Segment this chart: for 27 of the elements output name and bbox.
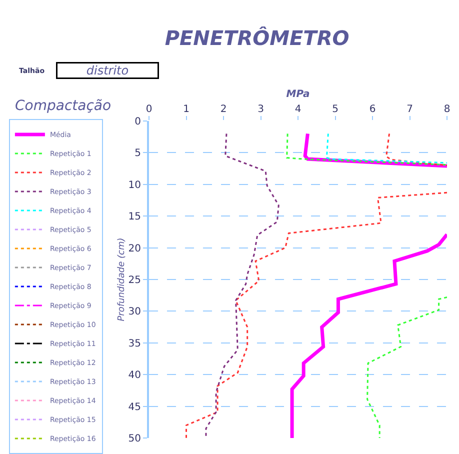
line-series	[326, 132, 447, 164]
y-tick-label: 5	[134, 148, 141, 160]
y-tick-label: 45	[128, 402, 141, 413]
y-tick-label: 50	[128, 434, 141, 444]
y-tick-label: 35	[128, 338, 141, 350]
x-tick-label: 8	[444, 104, 450, 115]
x-tick-label: 7	[406, 104, 413, 115]
line-series	[205, 132, 280, 438]
x-tick-label: 4	[294, 104, 302, 115]
x-tick-label: 1	[183, 104, 190, 115]
y-tick-label: 25	[128, 275, 141, 286]
y-tick-label: 40	[128, 370, 141, 382]
text: distrito	[86, 64, 129, 78]
y-axis-title: Profundidade (cm)	[117, 238, 128, 322]
x-tick-label: 0	[146, 104, 152, 115]
y-tick-label: 0	[134, 116, 141, 128]
text: Compactação	[15, 98, 112, 114]
x-tick-label: 3	[258, 104, 264, 115]
y-tick-label: 30	[128, 306, 141, 318]
y-tick-label: 10	[128, 180, 141, 191]
x-tick-label: 6	[369, 104, 376, 115]
y-tick-label: 15	[128, 212, 141, 223]
x-tick-label: 2	[220, 104, 227, 115]
y-tick-label: 20	[128, 243, 141, 254]
x-tick-label: 5	[332, 104, 338, 115]
x-axis-title: MPa	[286, 89, 310, 100]
chart-title: PENETRÔMETRO	[164, 26, 350, 50]
